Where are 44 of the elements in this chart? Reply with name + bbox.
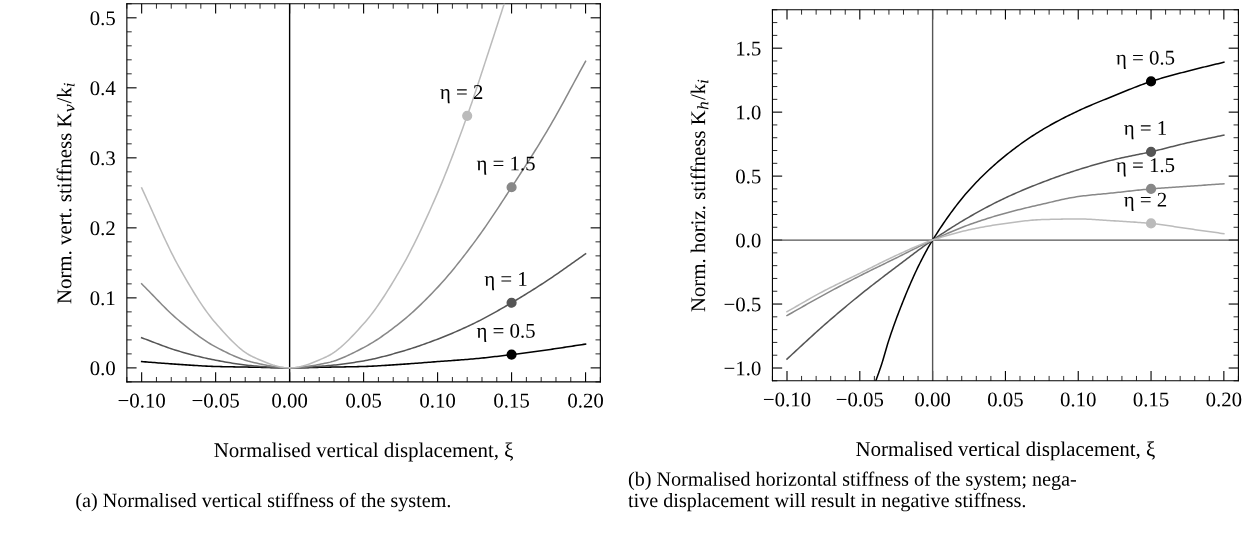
y-tick-label: 0.2 xyxy=(90,221,115,236)
y-tick-label: 0.0 xyxy=(736,233,761,248)
x-tick-label: −0.10 xyxy=(118,393,165,408)
x-tick-label: −0.05 xyxy=(836,392,884,407)
y-tick-label: 0.1 xyxy=(90,291,115,306)
series-label: η = 1 xyxy=(484,272,527,291)
x-axis-title: Normalised vertical displacement, ξ xyxy=(856,441,1155,461)
point xyxy=(462,110,473,121)
series-label: η = 1.5 xyxy=(1116,158,1175,177)
y-tick-label: 0.3 xyxy=(90,151,115,166)
y-axis-title: Norm. vert. stiffness K$_{v}$/k$_{i}$ xyxy=(56,83,75,304)
x-tick-label: 0.00 xyxy=(272,393,308,408)
y-axis-title: Norm. horiz. stiffness K$_{h}$/k$_{i}$ xyxy=(690,79,709,312)
x-tick-label: −0.10 xyxy=(763,392,811,407)
y-tick-label: 0.5 xyxy=(90,11,115,26)
series-label: η = 2 xyxy=(440,85,483,104)
x-axis-title: Normalised vertical displacement, ξ xyxy=(214,442,513,462)
x-tick-label: 0.05 xyxy=(987,392,1023,407)
x-tick-label: 0.05 xyxy=(346,393,382,408)
series-label: η = 0.5 xyxy=(1116,50,1175,69)
x-tick-label: 0.00 xyxy=(915,392,951,407)
y-tick-label: −1.0 xyxy=(724,361,761,376)
y-tick-label: 0.0 xyxy=(90,361,115,376)
series-label: η = 2 xyxy=(1124,192,1167,211)
x-tick-label: 0.15 xyxy=(494,393,529,408)
point xyxy=(506,297,517,308)
series-label: η = 1 xyxy=(1124,121,1166,140)
y-tick-label: 1.5 xyxy=(737,41,761,56)
x-tick-label: 0.20 xyxy=(568,393,604,408)
x-tick-label: −0.05 xyxy=(192,393,239,408)
y-tick-label: 0.5 xyxy=(736,169,761,184)
point xyxy=(506,182,517,193)
x-tick-label: 0.10 xyxy=(420,393,456,408)
y-tick-label: −0.5 xyxy=(724,297,761,312)
x-tick-label: 0.15 xyxy=(1133,392,1169,407)
x-tick-label: 0.20 xyxy=(1206,392,1242,407)
text: (b) Normalised horizontal stiffness of the system; nega- tive displacement will result in negative stiffness. xyxy=(628,471,1077,512)
point xyxy=(506,349,517,360)
text: (a) Normalised vertical stiffness of the system. xyxy=(76,492,451,512)
series-label: η = 0.5 xyxy=(476,323,535,343)
y-tick-label: 0.4 xyxy=(90,81,116,96)
series-label: η = 1.5 xyxy=(476,156,535,175)
y-tick-label: 1.0 xyxy=(737,105,761,120)
x-tick-label: 0.10 xyxy=(1060,392,1096,407)
